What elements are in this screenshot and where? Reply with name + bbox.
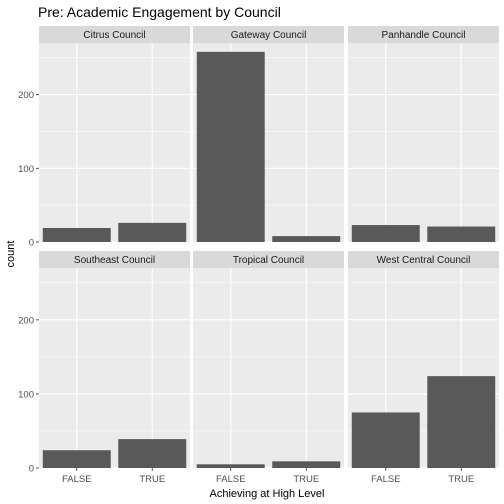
- y-tick-label: 0: [29, 238, 34, 249]
- x-tick-label: FALSE: [62, 474, 92, 485]
- y-tick-label: 200: [18, 90, 34, 101]
- bar: [118, 439, 187, 468]
- y-tick-label: 100: [18, 389, 34, 400]
- facet-panels: Citrus Council 0 100 200 Gateway Council Panh…: [18, 26, 499, 485]
- bar: [427, 226, 496, 242]
- facet-strip-label: Panhandle Council: [382, 30, 466, 41]
- bar: [196, 464, 265, 468]
- x-axis-title: Achieving at High Level: [210, 488, 325, 500]
- bar: [272, 236, 341, 242]
- bar: [42, 450, 111, 468]
- facet-panel: West Central Council FALSE TRUE: [348, 251, 499, 485]
- panel-background: [348, 43, 499, 242]
- y-tick-label: 200: [18, 315, 34, 326]
- x-tick-label: FALSE: [216, 474, 246, 485]
- bar: [427, 376, 496, 468]
- y-tick-label: 0: [29, 464, 34, 475]
- facet-strip-label: West Central Council: [377, 255, 471, 266]
- facet-strip: [39, 251, 190, 268]
- facet-panel: Gateway Council: [193, 26, 344, 243]
- chart-title: Pre: Academic Engagement by Council: [38, 4, 281, 20]
- facet-strip-label: Tropical Council: [233, 255, 304, 266]
- y-tick-label: 100: [18, 164, 34, 175]
- x-tick-label: FALSE: [371, 474, 401, 485]
- x-tick-label: TRUE: [139, 474, 165, 485]
- bar: [42, 227, 111, 242]
- bar: [351, 412, 420, 468]
- facet-strip: [348, 251, 499, 268]
- facet-strip-label: Gateway Council: [231, 30, 307, 41]
- panel-background: [193, 268, 344, 468]
- facet-panel: Tropical Council FALSE TRUE: [193, 251, 344, 485]
- facet-strip: [193, 251, 344, 268]
- facet-strip-label: Citrus Council: [83, 30, 145, 41]
- facet-panel: Panhandle Council: [348, 26, 499, 243]
- facet-panel: Citrus Council 0 100 200: [18, 26, 190, 249]
- panel-background: [39, 268, 190, 468]
- facet-strip: [193, 26, 344, 43]
- facet-strip: [39, 26, 190, 43]
- panel-background: [39, 43, 190, 242]
- bar: [351, 225, 420, 242]
- bar: [196, 51, 265, 242]
- facet-strip: [348, 26, 499, 43]
- x-tick-label: TRUE: [448, 474, 474, 485]
- facet-strip-label: Southeast Council: [74, 255, 155, 266]
- x-tick-label: TRUE: [293, 474, 319, 485]
- y-axis-title: count: [5, 241, 17, 268]
- bar: [272, 461, 341, 468]
- bar: [118, 222, 187, 242]
- facet-panel: Southeast Council 0 100 200 FALSE TRUE: [18, 251, 190, 485]
